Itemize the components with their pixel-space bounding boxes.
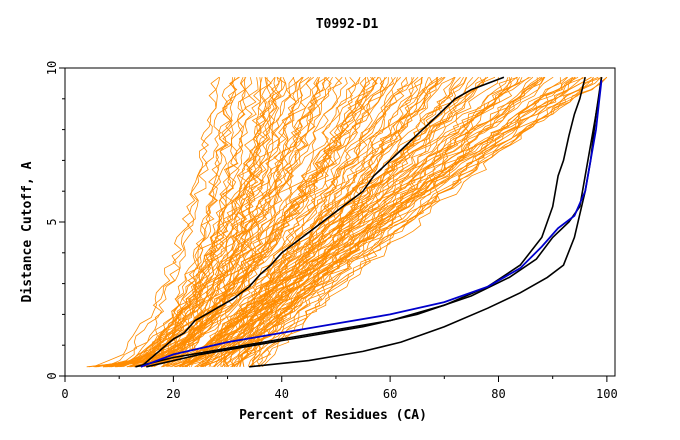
- model-line: [145, 76, 376, 368]
- x-tick-label: 60: [383, 387, 397, 401]
- x-axis-ticks: 0 20 40 60 80 100: [61, 376, 618, 401]
- highlight-model-line: [140, 76, 505, 368]
- model-line: [206, 76, 518, 368]
- x-tick-label: 20: [166, 387, 180, 401]
- highlight-model-line: [135, 77, 586, 368]
- chart-title: T0992-D1: [316, 17, 379, 32]
- model-line: [173, 76, 401, 368]
- model-line: [180, 76, 446, 368]
- model-line: [93, 77, 221, 368]
- plot-area: [64, 67, 616, 377]
- model-line: [108, 77, 247, 368]
- model-line: [223, 77, 520, 368]
- model-line: [182, 77, 429, 368]
- model-line: [229, 76, 592, 368]
- model-line: [140, 77, 320, 368]
- model-line: [123, 77, 282, 368]
- model-line: [250, 76, 574, 367]
- model-line: [196, 76, 485, 368]
- reference-model-line-path: [140, 80, 603, 368]
- x-axis-label: Percent of Residues (CA): [239, 408, 427, 423]
- model-line: [251, 76, 608, 367]
- model-line: [222, 76, 545, 367]
- highlight-model-lines: [135, 76, 603, 368]
- model-line: [163, 77, 383, 368]
- model-line: [167, 77, 408, 367]
- model-line: [251, 77, 573, 367]
- model-line: [185, 77, 433, 367]
- model-line: [186, 77, 438, 368]
- model-line: [121, 77, 348, 368]
- x-tick-label: 0: [61, 387, 68, 401]
- y-tick-label: 5: [45, 218, 59, 225]
- model-line: [115, 77, 259, 368]
- x-tick-label: 40: [275, 387, 289, 401]
- model-line: [134, 76, 320, 368]
- model-line: [119, 76, 304, 368]
- x-tick-label: 80: [491, 387, 505, 401]
- model-line: [247, 76, 603, 367]
- x-tick-label: 100: [596, 387, 618, 401]
- model-line: [221, 77, 561, 368]
- model-line: [95, 76, 247, 368]
- model-line: [230, 76, 592, 368]
- model-line: [196, 77, 486, 368]
- model-line: [212, 77, 499, 368]
- model-line: [151, 76, 380, 368]
- model-line: [239, 76, 608, 367]
- model-line: [120, 77, 287, 368]
- y-tick-label: 10: [45, 61, 59, 75]
- model-line: [153, 76, 388, 368]
- y-tick-label: 0: [45, 372, 59, 379]
- model-line: [97, 76, 240, 368]
- model-line: [128, 77, 326, 368]
- model-line: [256, 76, 602, 367]
- reference-model-line: [140, 80, 603, 368]
- model-line: [184, 76, 464, 368]
- model-line: [204, 76, 530, 367]
- y-axis-label: Distance Cutoff, A: [20, 161, 35, 302]
- model-line: [224, 76, 554, 367]
- background-model-lines: [86, 76, 608, 368]
- model-line: [142, 76, 343, 367]
- y-axis-ticks: 0 5 10: [45, 61, 65, 380]
- model-line: [105, 77, 233, 368]
- model-line: [232, 76, 584, 368]
- highlight-model-line: [146, 77, 603, 368]
- model-line: [130, 76, 312, 368]
- model-line: [197, 77, 519, 368]
- model-line: [168, 77, 413, 368]
- model-line: [121, 77, 262, 368]
- model-line: [262, 77, 594, 368]
- model-line: [214, 76, 541, 368]
